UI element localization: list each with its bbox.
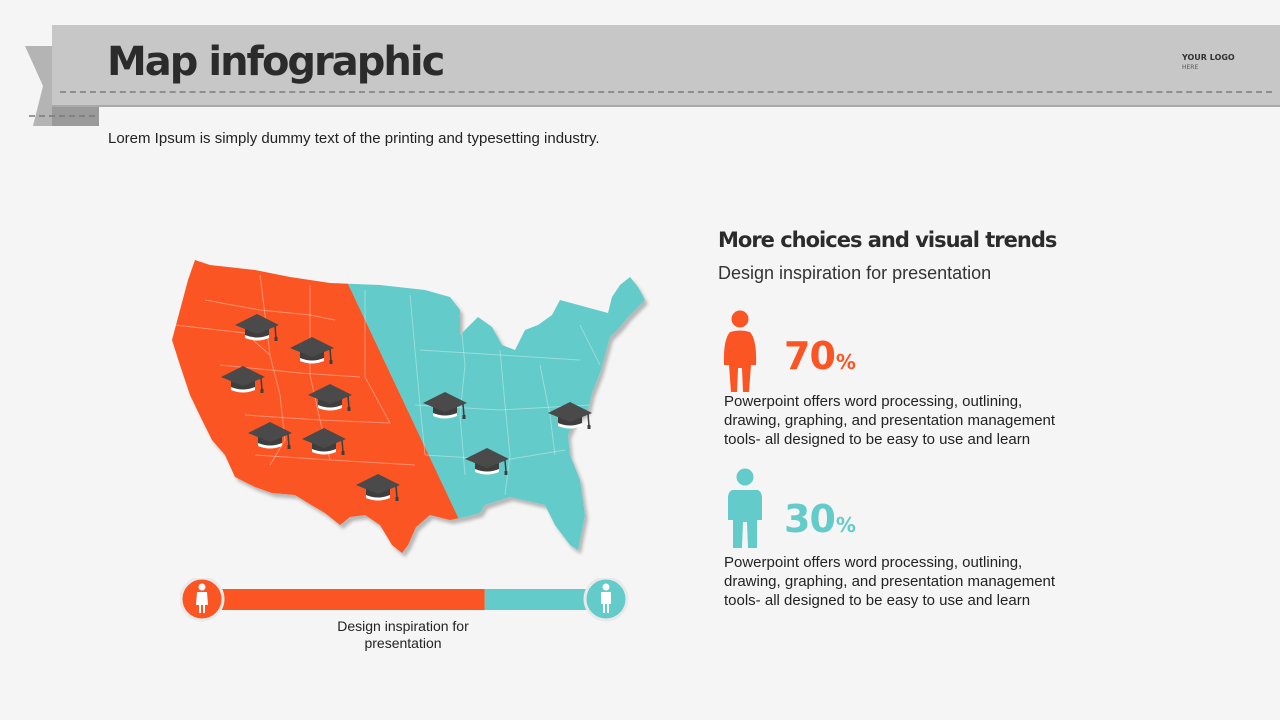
ratio-bar-teal: [484, 589, 606, 610]
desc-line: Powerpoint offers word processing, outli…: [724, 554, 1023, 571]
stat-30-description: Powerpoint offers word processing, outli…: [724, 553, 1104, 610]
graduation-cap-icon: [423, 392, 467, 419]
stat-70-description: Powerpoint offers word processing, outli…: [724, 392, 1104, 449]
graduation-cap-icon: [465, 448, 509, 475]
graduation-cap-icon: [548, 402, 592, 429]
male-person-icon: [728, 468, 762, 548]
header-banner: Map infographic YOUR LOGO HERE: [52, 25, 1280, 105]
desc-line: drawing, graphing, and presentation mana…: [724, 573, 1056, 590]
graduation-cap-icon: [308, 384, 352, 411]
graduation-cap-icon: [221, 366, 265, 393]
percent-sign: %: [835, 513, 856, 537]
usa-map: [160, 255, 660, 565]
ratio-bar-orange: [202, 589, 485, 610]
desc-line: Powerpoint offers word processing, outli…: [724, 393, 1023, 410]
page-title: Map infographic: [107, 39, 445, 85]
female-person-icon: [723, 310, 757, 392]
percent-sign: %: [835, 350, 856, 374]
desc-line: drawing, graphing, and presentation mana…: [724, 412, 1056, 429]
desc-line: tools- all designed to be easy to use an…: [724, 592, 1031, 609]
orange-cap-group: [221, 314, 400, 501]
graduation-cap-icon: [302, 428, 346, 455]
banner-dashed-line: [60, 91, 1272, 93]
caption-line-1: Design inspiration for: [337, 618, 469, 634]
graduation-cap-icon: [356, 474, 400, 501]
section-heading: More choices and visual trends: [718, 228, 1057, 252]
female-endpoint-icon: [179, 576, 225, 622]
ratio-bar-caption: Design inspiration for presentation: [300, 618, 506, 652]
graduation-cap-icon: [235, 314, 279, 341]
stat-value: 30: [784, 497, 836, 541]
desc-line: tools- all designed to be easy to use an…: [724, 431, 1031, 448]
stat-30-value: 30%: [784, 497, 856, 541]
ratio-bar: [179, 576, 630, 624]
stat-value: 70: [784, 334, 836, 378]
teal-cap-group: [423, 392, 592, 475]
stat-70-value: 70%: [784, 334, 856, 378]
logo-text: YOUR LOGO: [1182, 53, 1235, 62]
graduation-cap-icon: [248, 422, 292, 449]
section-subheading: Design inspiration for presentation: [718, 263, 992, 283]
male-endpoint-icon: [583, 576, 629, 622]
graduation-cap-icon: [290, 337, 334, 364]
logo-subtext: HERE: [1182, 64, 1199, 71]
intro-text: Lorem Ipsum is simply dummy text of the …: [108, 130, 600, 147]
caption-line-2: presentation: [364, 635, 442, 651]
